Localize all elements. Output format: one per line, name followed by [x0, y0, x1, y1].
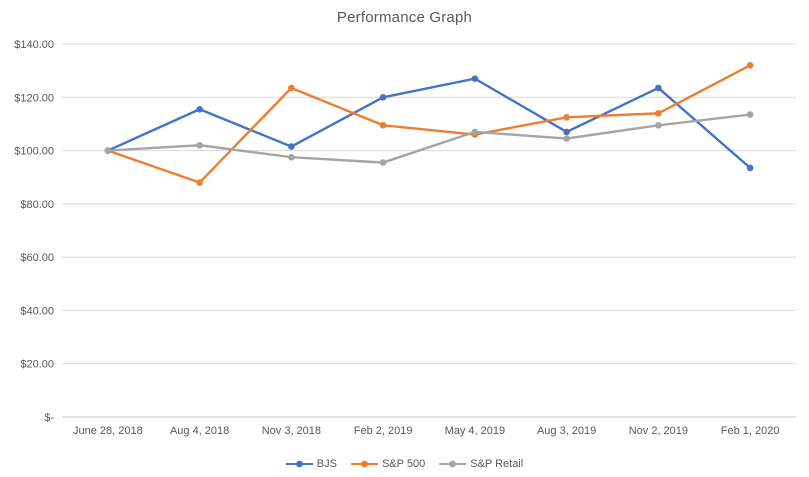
x-axis-tick-label: May 4, 2019	[445, 425, 506, 437]
data-point-marker	[563, 113, 570, 121]
x-axis-tick-label: Aug 3, 2019	[537, 425, 596, 437]
chart-title: Performance Graph	[336, 9, 473, 26]
y-axis-tick-label: $60.00	[20, 252, 54, 264]
data-point-marker	[471, 75, 479, 82]
legend-marker-sp500-icon	[350, 460, 378, 468]
legend: BJS S&P 500 S&P Retail	[0, 458, 809, 470]
x-axis-tick-label: June 28, 2018	[73, 425, 143, 437]
legend-item-sp-retail: S&P Retail	[439, 458, 523, 470]
y-axis-tick-label: $40.00	[20, 305, 54, 317]
legend-marker-bjs-icon	[285, 460, 313, 468]
legend-item-sp500: S&P 500	[350, 458, 426, 470]
data-point-marker	[288, 143, 295, 150]
legend-label-sp-retail: S&P Retail	[470, 458, 524, 470]
y-axis-tick-label: $20.00	[20, 359, 54, 371]
data-point-marker	[104, 147, 112, 154]
x-axis-tick-label: Aug 4, 2018	[170, 425, 229, 437]
y-axis-tick-label: $100.00	[14, 146, 54, 158]
data-point-marker	[563, 128, 570, 136]
data-point-marker	[655, 109, 662, 117]
data-point-marker	[746, 164, 754, 172]
data-point-marker	[288, 153, 295, 161]
series-line-s-p-500	[106, 64, 752, 184]
data-point-marker	[379, 93, 387, 101]
y-axis-tick-label: $140.00	[14, 39, 54, 51]
y-axis-tick-label: $120.00	[14, 92, 54, 104]
series-line-bjs	[106, 77, 752, 170]
data-point-marker	[563, 135, 570, 142]
data-point-marker	[471, 128, 479, 136]
data-point-marker	[746, 62, 754, 69]
x-axis-tick-label: Nov 2, 2019	[629, 425, 688, 437]
legend-label-sp500: S&P 500	[381, 458, 426, 470]
data-point-marker	[655, 84, 662, 92]
data-point-marker	[288, 84, 295, 92]
x-axis-tick-label: Feb 1, 2020	[721, 425, 780, 437]
x-axis-tick-label: Nov 3, 2018	[262, 425, 321, 437]
legend-label-bjs: BJS	[316, 458, 337, 470]
data-point-marker	[379, 121, 387, 129]
legend-item-bjs: BJS	[285, 458, 337, 470]
legend-marker-sp-retail-icon	[439, 460, 467, 468]
data-point-marker	[746, 111, 754, 118]
y-axis-tick-label: $80.00	[20, 199, 54, 211]
y-axis-tick-label: $-	[44, 412, 54, 424]
data-point-marker	[379, 159, 387, 166]
data-point-marker	[655, 121, 662, 129]
series-line-s-p-retail	[106, 113, 752, 164]
data-point-marker	[196, 179, 203, 186]
x-axis-tick-label: Feb 2, 2019	[354, 425, 413, 437]
data-point-marker	[196, 105, 203, 113]
data-point-marker	[196, 141, 203, 149]
